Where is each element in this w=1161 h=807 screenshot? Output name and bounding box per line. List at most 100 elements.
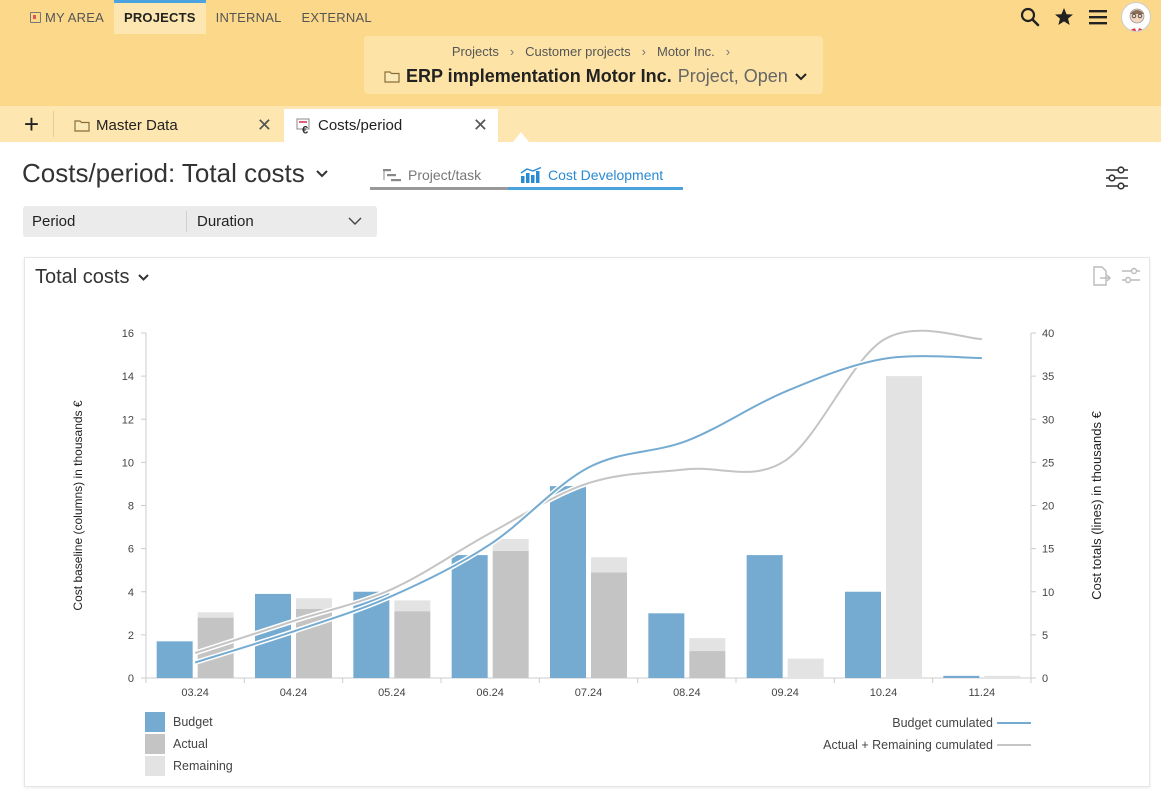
- nav-my-area[interactable]: MY AREA: [20, 0, 114, 34]
- budget-bar: [156, 641, 193, 678]
- nav-projects[interactable]: PROJECTS: [113, 0, 206, 34]
- card-icons: [1091, 266, 1141, 286]
- folder-icon: [74, 120, 90, 132]
- filter-value: Duration: [197, 213, 254, 230]
- breadcrumb-separator: ›: [725, 44, 731, 59]
- y-tick-label-right: 35: [1042, 371, 1054, 383]
- y-tick-label-right: 30: [1042, 414, 1054, 426]
- x-tick-label: 06.24: [476, 687, 504, 699]
- actual-bar: [394, 611, 431, 678]
- chevron-down-icon: [348, 217, 362, 225]
- y-axis-title-right: Cost totals (lines) in thousands €: [1089, 410, 1104, 599]
- actual-bar: [591, 572, 627, 678]
- page-title[interactable]: Costs/period: Total costs: [22, 158, 329, 189]
- bar-line-chart-icon: [520, 166, 542, 183]
- menu-icon[interactable]: [1087, 6, 1109, 28]
- avatar[interactable]: [1121, 2, 1151, 32]
- breadcrumb-customer-projects[interactable]: Customer projects: [525, 44, 631, 59]
- y-tick-label-right: 15: [1042, 544, 1054, 556]
- y-tick-label-left: 16: [122, 328, 134, 340]
- y-tick-label-right: 0: [1042, 673, 1048, 685]
- export-icon[interactable]: [1091, 266, 1111, 286]
- x-tick-label: 10.24: [870, 687, 898, 699]
- y-tick-label-left: 2: [128, 630, 134, 642]
- budget-bar: [746, 555, 783, 678]
- remaining-bar: [296, 598, 332, 609]
- remaining-bar: [394, 600, 431, 612]
- y-tick-label-left: 14: [122, 371, 134, 383]
- cost-development-chart: 0 2 4 6 8 10 12 14 16 0 5 10 15 20 25 30 35 40 03.24 04.24 0…: [71, 328, 1104, 776]
- filter-label: Period: [32, 213, 76, 230]
- active-tab-indicator: [513, 132, 529, 142]
- y-tick-label-left: 6: [128, 544, 134, 556]
- top-header: MY AREA PROJECTS INTERNAL EXTERNAL Proje…: [0, 0, 1161, 106]
- legend-swatch: [145, 712, 165, 732]
- my-area-icon: [30, 12, 41, 23]
- period-filter[interactable]: Period Duration: [23, 206, 377, 237]
- breadcrumb-motor-inc[interactable]: Motor Inc.: [657, 44, 715, 59]
- y-tick-label-right: 40: [1042, 328, 1054, 340]
- chart-card: Total costs 0 2 4 6 8 10 12 14 16 0 5 10 15 20 25 30 35 4…: [24, 257, 1150, 787]
- add-tab-button[interactable]: +: [10, 109, 54, 139]
- remaining-bar: [984, 675, 1021, 678]
- remaining-bar: [886, 376, 922, 678]
- nav-internal[interactable]: INTERNAL: [215, 10, 282, 25]
- legend-label: Budget: [173, 715, 213, 729]
- breadcrumb-separator: ›: [641, 44, 646, 59]
- tab-master-data[interactable]: Master Data ✕: [62, 109, 282, 142]
- project-name: ERP implementation Motor Inc.: [406, 66, 672, 86]
- x-tick-label: 09.24: [771, 687, 799, 699]
- breadcrumb-projects[interactable]: Projects: [451, 44, 499, 59]
- search-icon[interactable]: [1019, 6, 1041, 28]
- tab-bar: + Master Data ✕ € Costs/period ✕: [0, 106, 1161, 142]
- x-tick-label: 05.24: [378, 687, 406, 699]
- breadcrumb-separator: ›: [509, 44, 515, 59]
- nav-external[interactable]: EXTERNAL: [301, 10, 372, 25]
- star-icon[interactable]: [1053, 6, 1075, 28]
- close-icon[interactable]: ✕: [472, 115, 488, 135]
- legend-label: Remaining: [173, 759, 233, 773]
- view-tabs: Project/task Cost Development: [370, 162, 683, 190]
- project-title[interactable]: ERP implementation Motor Inc. Project, O…: [384, 66, 808, 87]
- budget-bar: [550, 486, 586, 678]
- actual-remaining-cumulated-line: [194, 329, 982, 654]
- folder-icon: [384, 71, 400, 83]
- remaining-bar: [591, 557, 627, 573]
- x-tick-label: 03.24: [181, 687, 209, 699]
- close-icon[interactable]: ✕: [256, 115, 272, 135]
- top-icons: [1019, 0, 1151, 34]
- tab-project-task[interactable]: Project/task: [370, 162, 508, 190]
- y-axis-title-left: Cost baseline (columns) in thousands €: [71, 400, 85, 610]
- chart-settings-icon[interactable]: [1121, 266, 1141, 286]
- actual-bar: [689, 651, 726, 678]
- remaining-bar: [197, 612, 234, 618]
- chevron-down-icon: [316, 169, 328, 177]
- x-tick-label: 11.24: [968, 687, 995, 699]
- budget-bar: [845, 591, 881, 678]
- legend-label: Actual + Remaining cumulated: [823, 738, 993, 752]
- tab-costs-period[interactable]: € Costs/period ✕: [284, 109, 498, 142]
- remaining-bar: [492, 538, 529, 551]
- y-tick-label-right: 5: [1042, 630, 1048, 642]
- actual-bar: [492, 550, 529, 678]
- legend-swatch: [145, 756, 165, 776]
- project-state: Project, Open: [677, 66, 788, 86]
- y-tick-label-left: 10: [122, 457, 134, 469]
- y-tick-label-right: 20: [1042, 501, 1054, 513]
- legend-label: Budget cumulated: [892, 716, 993, 730]
- project-breadcrumb-box: Projects › Customer projects › Motor Inc. › E…: [364, 36, 823, 94]
- main-content: Costs/period: Total costs Project/task C…: [0, 142, 1161, 807]
- y-tick-label-left: 0: [128, 673, 134, 685]
- svg-text:€: €: [302, 124, 308, 134]
- main-nav: MY AREA PROJECTS INTERNAL EXTERNAL: [20, 0, 382, 34]
- tab-cost-development[interactable]: Cost Development: [508, 162, 683, 190]
- view-settings-icon[interactable]: [1105, 166, 1129, 195]
- y-tick-label-left: 4: [128, 587, 134, 599]
- costs-icon: €: [296, 118, 310, 134]
- legend-label: Actual: [173, 737, 208, 751]
- gantt-icon: [383, 168, 401, 181]
- chart-card-title[interactable]: Total costs: [35, 266, 150, 289]
- y-tick-label-left: 8: [128, 501, 134, 513]
- x-tick-label: 04.24: [280, 687, 308, 699]
- remaining-bar: [689, 638, 726, 652]
